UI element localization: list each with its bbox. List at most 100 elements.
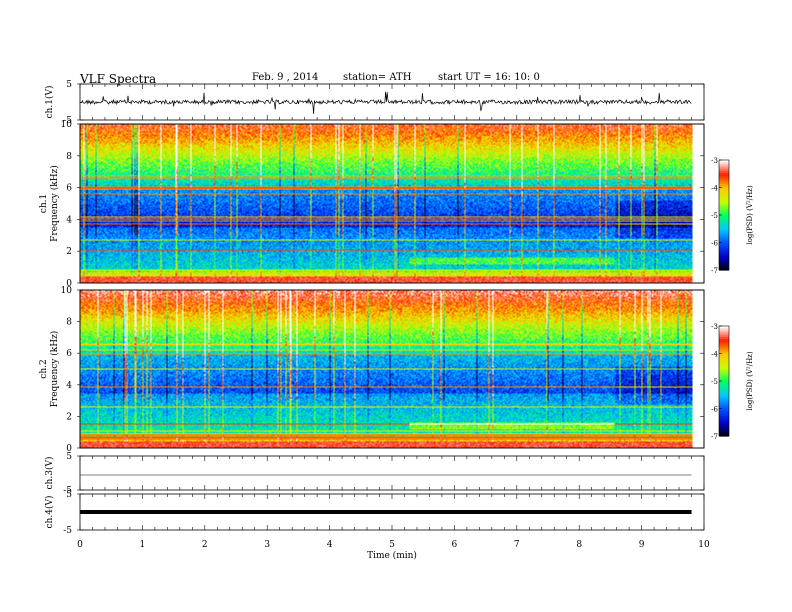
colorbar-segment (719, 163, 729, 167)
channel-label: ch.2 (39, 359, 49, 378)
colorbar-segment (719, 169, 729, 172)
colorbar: -3 -4 -5 -6 -7 log(PSD) (V²/Hz) (711, 323, 754, 441)
colorbar-segment (719, 333, 729, 336)
chart-title: VLF Spectra (80, 72, 157, 86)
colorbar-segment (719, 238, 729, 242)
colorbar-segment (719, 386, 729, 389)
colorbar-segment (719, 196, 729, 200)
colorbar-segment (719, 226, 729, 229)
colorbar-segment (719, 375, 729, 378)
colorbar-segment (719, 242, 729, 245)
colorbar-segment (719, 227, 729, 231)
x-tick-label: 7 (514, 540, 520, 550)
colorbar-segment (719, 264, 729, 267)
y-tick-label: 2 (66, 247, 72, 257)
colorbar-segment (719, 432, 729, 435)
colorbar-tick-label: -6 (711, 240, 718, 248)
colorbar-segment (719, 224, 729, 227)
x-tick-label: 4 (327, 540, 333, 550)
x-tick-label: 3 (264, 540, 270, 550)
colorbar-tick-label: -6 (711, 406, 718, 414)
colorbar-segment (719, 362, 729, 366)
colorbar-segment (719, 388, 729, 391)
colorbar-segment (719, 193, 729, 196)
colorbar-segment (719, 165, 729, 168)
colorbar-segment (719, 235, 729, 238)
y-tick-label: -5 (63, 116, 72, 126)
x-tick-label: 5 (389, 540, 395, 550)
colorbar-segment (719, 202, 729, 205)
date-label: Feb. 9 , 2014 (252, 72, 319, 83)
colorbar-segment (719, 331, 729, 334)
colorbar-segment (719, 428, 729, 432)
panel-frame-top (79, 289, 705, 449)
colorbar-segment (719, 335, 729, 338)
y-tick-label: 4 (66, 381, 72, 391)
y-tick-label: 2 (66, 412, 72, 422)
colorbar-segment (719, 185, 729, 189)
colorbar-segment (719, 384, 729, 388)
colorbar-segment (719, 340, 729, 344)
y-axis-label: ch.1(V) (44, 86, 55, 119)
y-tick-label: -5 (63, 526, 72, 536)
colorbar-segment (719, 327, 729, 331)
y-tick-label: -5 (63, 486, 72, 496)
x-tick-label: 2 (202, 540, 208, 550)
colorbar-segment (719, 259, 729, 262)
colorbar-segment (719, 231, 729, 234)
colorbar-segment (719, 215, 729, 218)
x-tick-label: 0 (77, 540, 83, 550)
colorbar-segment (719, 244, 729, 247)
colorbar-tick-label: -3 (711, 157, 718, 165)
colorbar-segment (719, 246, 729, 249)
colorbar-segment (719, 366, 729, 369)
colorbar-segment (719, 377, 729, 380)
colorbar-segment (719, 218, 729, 222)
colorbar-segment (719, 182, 729, 185)
colorbar-segment (719, 176, 729, 179)
y-axis-label: ch.3(V) (44, 457, 55, 490)
colorbar-segment (719, 430, 729, 433)
panel-frame (79, 455, 705, 491)
colorbar-segment (719, 364, 729, 367)
colorbar-segment (719, 326, 729, 329)
colorbar-tick-label: -7 (711, 433, 718, 441)
colorbar-tick-label: -5 (711, 212, 718, 220)
y-tick-label: 5 (66, 490, 72, 500)
colorbar-segment (719, 337, 729, 340)
colorbar-segment (719, 414, 729, 417)
colorbar-segment (719, 253, 729, 256)
panel-frame-top (79, 123, 705, 284)
y-tick-label: 4 (66, 215, 72, 225)
colorbar-segment (719, 240, 729, 244)
colorbar-segment (719, 397, 729, 400)
colorbar-segment (719, 160, 729, 163)
colorbar-segment (719, 255, 729, 258)
colorbar-segment (719, 419, 729, 422)
colorbar-segment (719, 174, 729, 178)
colorbar-segment (719, 189, 729, 192)
colorbar-segment (719, 359, 729, 362)
colorbar-segment (719, 248, 729, 251)
y-tick-label: 0 (66, 279, 72, 289)
colorbar-segment (719, 257, 729, 260)
colorbar-tick-label: -3 (711, 323, 718, 331)
colorbar-segment (719, 346, 729, 349)
colorbar-segment (719, 412, 729, 415)
colorbar-segment (719, 262, 729, 266)
colorbar-segment (719, 370, 729, 373)
colorbar-segment (719, 421, 729, 424)
colorbar-segment (719, 423, 729, 426)
colorbar-segment (719, 357, 729, 360)
colorbar-segment (719, 425, 729, 428)
x-tick-label: 9 (639, 540, 645, 550)
start-time-label: start UT = 16: 10: 0 (438, 72, 540, 83)
panel-ch1-spectrogram: 0 2 4 6 8 10 ch.1 Frequency (kHz) -3 -4 -5 -6 -7 log(… (39, 120, 754, 289)
colorbar-segment (719, 251, 729, 255)
colorbar-segment (719, 390, 729, 393)
colorbar-segment (719, 393, 729, 397)
colorbar-label: log(PSD) (V²/Hz) (746, 351, 754, 410)
colorbar-segment (719, 207, 729, 211)
colorbar-tick-label: -4 (711, 185, 718, 193)
